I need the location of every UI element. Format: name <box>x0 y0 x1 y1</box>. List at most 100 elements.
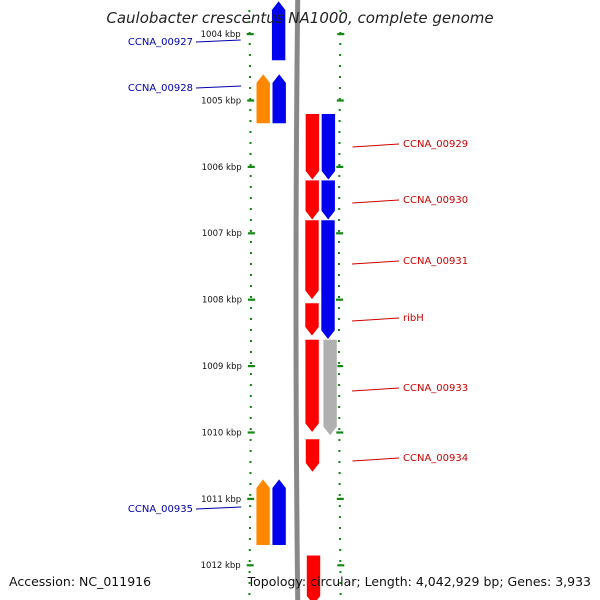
inner-dot-track-dot <box>249 384 252 386</box>
inner-dot-track-dot <box>248 582 251 584</box>
gene-label-f7[interactable]: CCNA_00931 <box>403 256 468 267</box>
tick-mark <box>247 165 255 168</box>
tick-mark <box>248 298 255 301</box>
outer-dot-track-dot <box>338 351 340 353</box>
inner-dot-track-dot <box>249 516 252 518</box>
gene-labels: CCNA_00927 CCNA_00928 CCNA_00929 CCNA_00930… <box>128 37 468 515</box>
label-leader-line <box>195 506 242 510</box>
gene-label-f12[interactable]: CCNA_00934 <box>403 453 468 464</box>
gene-arrow-f11[interactable] <box>322 339 338 437</box>
gene-label-f3[interactable]: CCNA_00929 <box>403 139 468 150</box>
inner-dot-track-dot <box>250 329 252 331</box>
inner-dot-track-dot <box>250 252 252 254</box>
tick-mark <box>336 365 344 368</box>
label-leader-line <box>352 387 400 392</box>
outer-dot-track-dot <box>338 230 341 232</box>
gene-arrow-f4[interactable] <box>321 113 336 181</box>
inner-dot-track-dot <box>248 54 251 56</box>
gene-arrow-f0[interactable] <box>271 0 286 61</box>
outer-dot-track-dot <box>338 450 341 452</box>
map-title: Caulobacter crescentus NA1000, complete … <box>106 9 493 27</box>
inner-dot-track-dot <box>249 98 252 100</box>
inner-dot-track-dot <box>249 76 251 78</box>
inner-dot-track-dot <box>249 153 252 155</box>
outer-dot-track-dot <box>339 527 341 529</box>
outer-dot-track-dot <box>338 164 341 166</box>
gene-arrow-f14[interactable] <box>271 478 287 546</box>
outer-dot-track-dot <box>338 175 341 177</box>
outer-dot-track-dot <box>338 318 340 320</box>
inner-dot-track-dot <box>249 505 252 507</box>
outer-dot-track-dot <box>339 571 342 573</box>
inner-dot-track-dot <box>249 87 252 89</box>
gene-arrow-f12[interactable] <box>305 438 320 473</box>
outer-dot-track-dot <box>338 296 340 298</box>
outer-dot-track-dot <box>338 307 340 309</box>
tick-mark <box>247 99 255 102</box>
gene-arrow-f1[interactable] <box>255 73 271 124</box>
inner-dot-track-dot <box>249 428 252 430</box>
gene-label-f10[interactable]: CCNA_00933 <box>403 383 468 394</box>
inner-dot-track-dot <box>250 340 252 342</box>
tick-mark <box>247 232 255 235</box>
outer-dot-track-dot <box>339 593 342 595</box>
label-leader-line <box>352 457 400 462</box>
outer-dot-track-dot <box>338 109 341 111</box>
outer-dot-track-dot <box>338 483 341 485</box>
gene-arrow-f13[interactable] <box>255 478 271 546</box>
inner-dot-track-dot <box>248 10 251 12</box>
outer-dot-track-dot <box>338 208 341 210</box>
gene-label-f13[interactable]: CCNA_00935 <box>128 504 193 515</box>
tick-label: 1005 kbp <box>201 96 241 106</box>
outer-dot-track-dot <box>339 21 342 23</box>
gene-arrow-f7[interactable] <box>304 219 320 301</box>
gene-arrow-f10[interactable] <box>304 339 320 433</box>
outer-dot-track-dot <box>338 395 341 397</box>
gene-arrow-f9[interactable] <box>304 302 320 337</box>
inner-dot-track-dot <box>249 241 252 243</box>
outer-dot-track-dot <box>338 461 341 463</box>
label-leader-line <box>351 260 400 265</box>
label-leader-line <box>352 199 400 204</box>
inner-dot-track-dot <box>249 395 252 397</box>
outer-dot-track-dot <box>338 197 341 199</box>
tick-label: 1004 kbp <box>201 30 241 40</box>
inner-dot-track-dot <box>249 175 252 177</box>
inner-dot-track-dot <box>249 131 252 133</box>
gene-arrow-f5[interactable] <box>304 179 320 221</box>
gene-arrow-f15[interactable] <box>306 554 321 600</box>
inner-dot-track-dot <box>249 219 252 221</box>
inner-dot-track-dot <box>249 527 251 529</box>
outer-dot-track-dot <box>339 10 342 12</box>
tick-mark <box>246 33 254 36</box>
inner-dot-track-dot <box>249 494 252 496</box>
inner-dot-track-dot <box>250 351 252 353</box>
gene-label-f0[interactable]: CCNA_00927 <box>128 37 193 48</box>
label-leader-line <box>195 39 241 43</box>
outer-dot-track-dot <box>338 373 341 375</box>
outer-dot-track-dot <box>338 285 340 287</box>
gene-label-f5[interactable]: CCNA_00930 <box>403 195 468 206</box>
gene-arrow-f8[interactable] <box>320 219 336 340</box>
gene-label-f9[interactable]: ribH <box>403 313 424 324</box>
inner-dot-track-dot <box>249 208 252 210</box>
tick-label: 1012 kbp <box>201 561 241 571</box>
inner-dot-track-dot <box>249 373 252 375</box>
gene-label-f1[interactable]: CCNA_00928 <box>128 83 193 94</box>
inner-dot-track-dot <box>248 538 251 540</box>
tick-mark <box>337 33 345 36</box>
tick-label: 1009 kbp <box>202 362 242 372</box>
outer-dot-track-dot <box>338 494 341 496</box>
gene-arrow-f3[interactable] <box>305 113 320 181</box>
tick-label: 1006 kbp <box>202 163 242 173</box>
gene-arrow-f2[interactable] <box>271 73 287 124</box>
gene-arrow-f6[interactable] <box>320 179 336 221</box>
outer-dot-track-dot <box>338 384 341 386</box>
outer-dot-track-dot <box>339 54 342 56</box>
tick-label: 1008 kbp <box>202 296 242 306</box>
outer-dot-track-dot <box>338 142 341 144</box>
inner-dot-track-dot <box>250 307 252 309</box>
outer-dot-track-dot <box>338 362 341 364</box>
outer-dot-track-dot <box>338 98 341 100</box>
